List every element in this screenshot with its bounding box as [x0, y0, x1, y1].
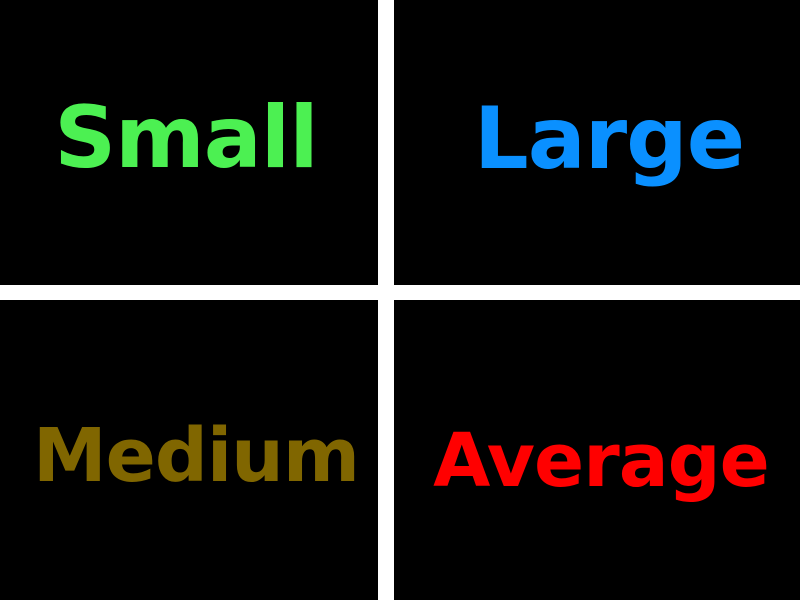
word-small: Small [54, 87, 319, 188]
word-medium: Medium [33, 413, 360, 499]
panel-top-left: Small [0, 0, 378, 285]
panel-top-right: Large [394, 0, 800, 285]
panel-bottom-left: Medium [0, 300, 378, 600]
panel-bottom-right: Average [394, 300, 800, 600]
word-average: Average [433, 418, 770, 504]
word-large: Large [473, 88, 745, 189]
